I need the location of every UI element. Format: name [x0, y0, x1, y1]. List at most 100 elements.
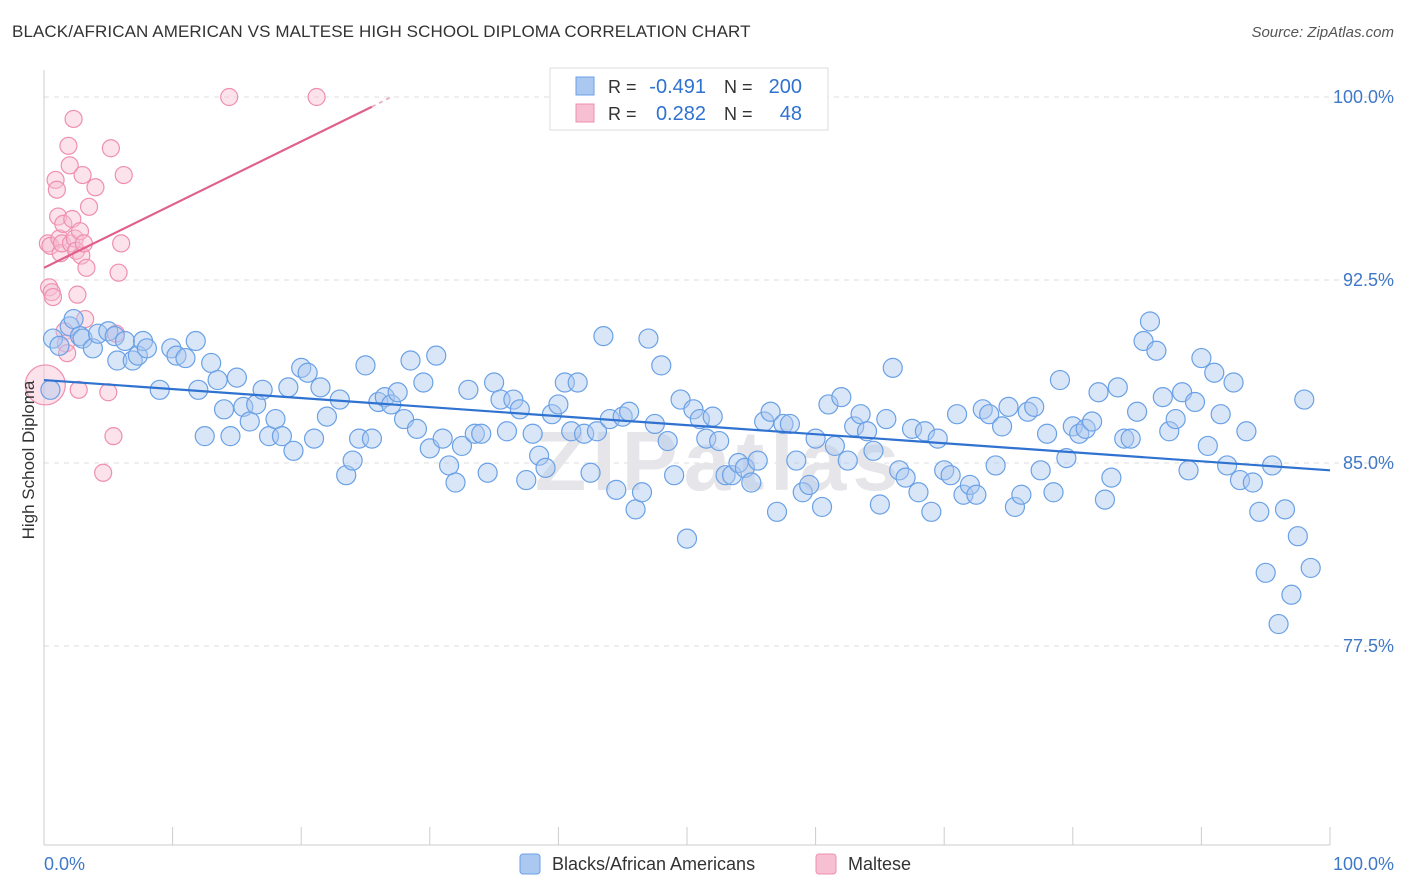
scatter-point [99, 383, 118, 402]
scatter-point [1088, 382, 1109, 403]
series-legend-label-pink: Maltese [848, 854, 911, 874]
scatter-point [387, 382, 408, 403]
scatter-point [856, 421, 878, 442]
scatter-point [959, 474, 981, 496]
scatter-point [68, 285, 87, 304]
y-tick-label: 92.5% [1343, 270, 1394, 290]
scatter-point [908, 482, 929, 503]
scatter-point [79, 197, 99, 216]
scatter-point [946, 404, 968, 425]
scatter-point [112, 234, 131, 253]
scatter-point [702, 406, 723, 427]
axes [43, 70, 1331, 846]
scatter-point [464, 423, 485, 444]
scatter-point [220, 87, 239, 107]
scatter-point [1204, 362, 1225, 383]
scatter-point [213, 399, 235, 420]
scatter-point [40, 379, 61, 400]
scatter-point [1030, 460, 1051, 481]
scatter-point [586, 421, 608, 442]
scatter-point [766, 501, 788, 522]
trend-lines [43, 96, 1331, 472]
scatter-point [361, 428, 383, 449]
scatter-point [1146, 340, 1167, 361]
scatter-point [114, 165, 133, 185]
scatter-point [811, 496, 833, 518]
legend-r-label-pink: R = [608, 104, 637, 124]
scatter-point [40, 278, 59, 297]
scatter-point [1056, 448, 1077, 469]
scatter-point [1281, 584, 1302, 605]
scatter-point [1101, 467, 1122, 488]
scatter-point [709, 430, 730, 452]
scatter-point [786, 450, 807, 471]
black-points [40, 308, 1321, 635]
scatter-point [991, 416, 1013, 437]
scatter-point [535, 457, 556, 478]
scatter-point [985, 455, 1006, 476]
scatter-point [664, 465, 685, 486]
scatter-point [50, 229, 69, 248]
scatter-point [619, 401, 640, 422]
scatter-point [484, 372, 505, 393]
scatter-point [1236, 421, 1257, 442]
scatter-point [38, 234, 57, 253]
scatter-point [1004, 496, 1026, 518]
scatter-point [1300, 557, 1321, 579]
scatter-point [471, 423, 492, 444]
x-tick-label-min: 0.0% [44, 854, 85, 874]
scatter-point [283, 440, 304, 461]
scatter-point [310, 377, 331, 398]
scatter-point [426, 345, 447, 366]
scatter-point [696, 428, 717, 449]
scatter-point [1287, 526, 1308, 547]
scatter-point [477, 462, 498, 483]
scatter-point [1294, 389, 1315, 410]
scatter-point [1139, 311, 1161, 332]
scatter-point [509, 399, 530, 420]
scatter-point [303, 428, 325, 449]
y-tick-labels: 100.0% 92.5% 85.0% 77.5% [1333, 87, 1394, 656]
scatter-point [625, 499, 646, 520]
scatter-point [109, 263, 128, 282]
scatter-point [779, 413, 800, 435]
scatter-point [149, 379, 170, 400]
scatter-point [86, 178, 105, 197]
scatter-point [863, 440, 884, 461]
scatter-point [940, 465, 961, 486]
scatter-point [69, 380, 88, 399]
scatter-point [43, 287, 63, 307]
scatter-point [239, 411, 260, 432]
scatter-point [432, 428, 453, 449]
scatter-point [580, 462, 601, 483]
scatter-point [799, 474, 820, 496]
scatter-point [49, 335, 70, 356]
scatter-point [201, 352, 222, 374]
scatter-point [882, 357, 903, 378]
scatter-point [683, 399, 704, 420]
scatter-point [1081, 411, 1103, 432]
chart-title: BLACK/AFRICAN AMERICAN VS MALTESE HIGH S… [12, 22, 751, 41]
scatter-point [406, 418, 428, 439]
scatter-point [831, 387, 852, 408]
scatter-point [1043, 482, 1064, 503]
scatter-point [1126, 401, 1148, 422]
scatter-point [1210, 404, 1231, 425]
scatter-point [1191, 347, 1212, 369]
scatter-point [114, 330, 136, 352]
scatter-point [876, 408, 897, 430]
scatter-point [1165, 408, 1186, 430]
scatter-point [522, 423, 543, 444]
scatter-point [307, 87, 326, 107]
scatter-point [895, 467, 916, 488]
scatter-point [445, 472, 466, 493]
scatter-point [1229, 469, 1251, 491]
scatter-point [1049, 369, 1071, 391]
scatter-point [593, 326, 614, 347]
scatter-point [355, 355, 376, 376]
scatter-point [1152, 387, 1173, 408]
trend-line-extension [371, 96, 392, 108]
scatter-point [73, 165, 92, 185]
scatter-point [46, 170, 65, 190]
scatter-point [979, 404, 1000, 425]
